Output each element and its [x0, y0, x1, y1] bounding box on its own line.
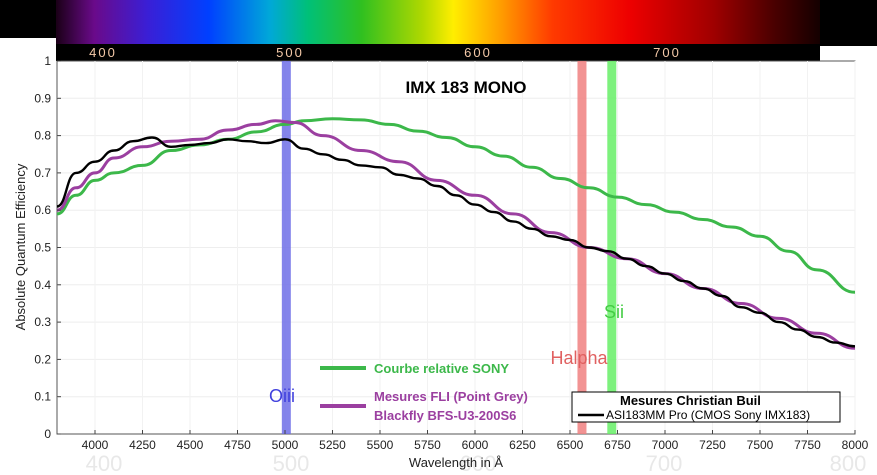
- spectrum-label: 500: [276, 45, 304, 60]
- band-label-oiii: Oiii: [269, 386, 295, 406]
- x-tick-label: 5500: [367, 438, 394, 452]
- y-tick-label: 0.6: [34, 203, 51, 217]
- series-line-sony: [56, 117, 856, 294]
- x-tick-label: 6000: [462, 438, 489, 452]
- chart-title: IMX 183 MONO: [406, 78, 527, 97]
- band-oiii: [281, 61, 291, 434]
- spectrum-label: 400: [89, 45, 117, 60]
- corner-block-left: [0, 0, 56, 38]
- x-tick-label: 5750: [414, 438, 441, 452]
- x-tick-label: 7250: [699, 438, 726, 452]
- y-tick-label: 0.8: [34, 129, 51, 143]
- x-axis-label: Wavelength in Å: [409, 455, 504, 470]
- y-tick-label: 0.5: [34, 241, 51, 255]
- band-label-halpha: Halpha: [550, 348, 608, 368]
- spectrum-label: 600: [464, 45, 492, 60]
- ghost-label: 700: [646, 451, 683, 475]
- legend-box-buil: [571, 391, 841, 423]
- corner-block-right: [820, 0, 877, 46]
- series-line-buil: [56, 136, 856, 348]
- y-tick-label: 0.7: [34, 166, 51, 180]
- legend-label-fli-line1: Mesures FLI (Point Grey): [374, 389, 528, 404]
- y-axis-label: Absolute Quantum Efficiency: [13, 163, 28, 330]
- band-sii: [607, 61, 617, 434]
- legend-label-fli-line2: Blackfly BFS-U3-200S6: [374, 408, 516, 423]
- y-tick-label: 0.2: [34, 352, 51, 366]
- ghost-label: 400: [86, 451, 123, 475]
- y-tick-label: 0.3: [34, 315, 51, 329]
- spectrum-label-strip: [56, 44, 820, 61]
- legend-label-sony: Courbe relative SONY: [374, 361, 509, 376]
- ghost-label: 600: [460, 451, 497, 475]
- band-label-sii: Sii: [604, 302, 624, 322]
- spectrum-bar: [56, 0, 820, 44]
- x-tick-label: 5250: [319, 438, 346, 452]
- x-tick-label: 4000: [82, 438, 109, 452]
- y-tick-label: 0.1: [34, 390, 51, 404]
- x-tick-label: 4750: [224, 438, 251, 452]
- y-tick-label: 0: [44, 427, 51, 441]
- ghost-label: 500: [273, 451, 310, 475]
- x-tick-label: 6500: [557, 438, 584, 452]
- x-tick-label: 7000: [652, 438, 679, 452]
- x-tick-label: 8000: [842, 438, 869, 452]
- ghost-label: 800: [830, 451, 867, 475]
- x-tick-label: 4250: [129, 438, 156, 452]
- y-tick-label: 1: [44, 54, 51, 68]
- y-tick-label: 0.4: [34, 278, 51, 292]
- legend-label-buil: ASI183MM Pro (CMOS Sony IMX183): [606, 408, 810, 422]
- x-tick-label: 7500: [747, 438, 774, 452]
- x-tick-label: 7750: [794, 438, 821, 452]
- x-tick-label: 4500: [177, 438, 204, 452]
- legend-title-buil: Mesures Christian Buil: [620, 393, 761, 408]
- y-tick-label: 0.9: [34, 91, 51, 105]
- x-tick-label: 5000: [272, 438, 299, 452]
- spectrum-label: 700: [653, 45, 681, 60]
- x-tick-label: 6750: [604, 438, 631, 452]
- x-tick-label: 6250: [509, 438, 536, 452]
